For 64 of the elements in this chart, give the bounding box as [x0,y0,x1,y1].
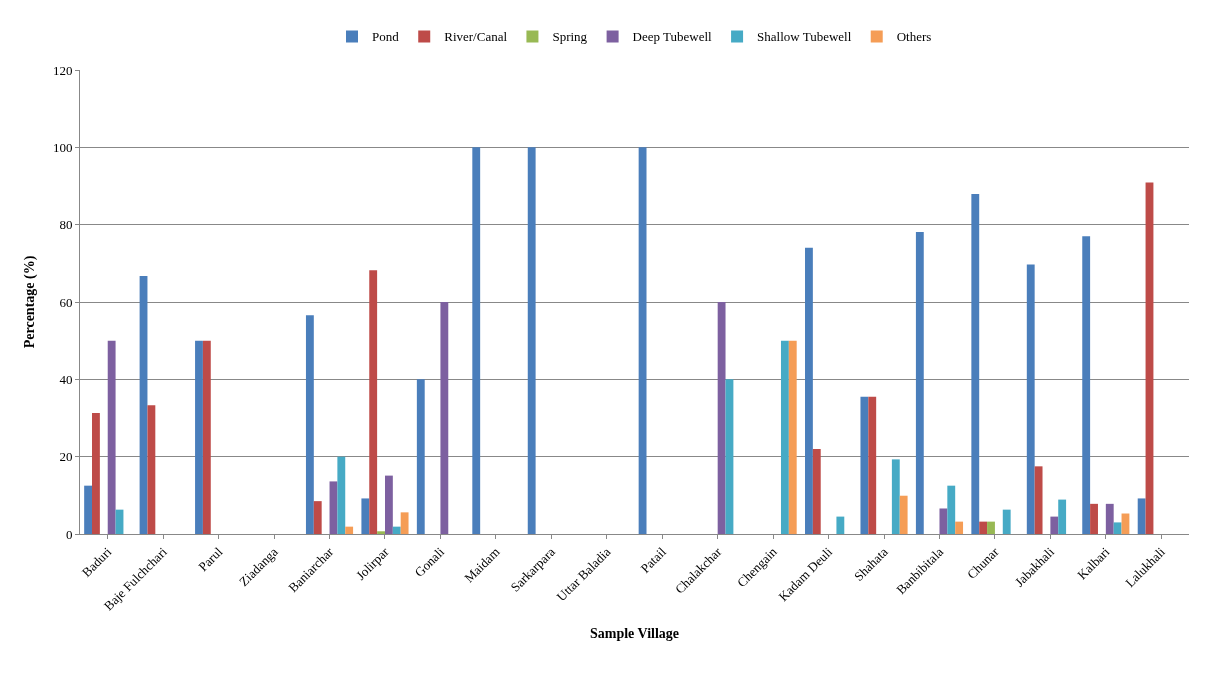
bar [384,475,393,534]
bar [377,531,385,534]
bar [947,485,956,534]
legend-label: River/Canal [444,29,508,45]
y-tick-label: 40 [59,371,73,387]
bar [1137,498,1146,534]
bar [836,516,845,534]
bar [392,526,401,534]
bar [195,340,203,534]
bar [891,459,900,534]
bar [305,315,314,534]
bar [1090,503,1098,534]
bar [1026,264,1035,534]
bar [1002,509,1011,534]
bar [107,340,116,534]
y-tick-label: 0 [65,526,73,542]
y-tick-label: 100 [52,139,73,155]
bar [1034,466,1043,534]
bar [472,147,481,534]
bar [939,508,948,534]
legend-label: Spring [552,29,588,45]
bar [527,147,536,534]
bar [329,481,338,534]
bar [1050,516,1059,534]
bar [979,521,988,534]
x-axis-title: Sample Village [589,625,680,641]
bar [147,405,156,534]
legend-label: Others [896,29,932,45]
bar [987,521,995,534]
bar [400,512,409,534]
bar [780,340,789,534]
bar [1105,503,1114,534]
bar [440,302,449,534]
bar [971,194,980,534]
y-tick-label: 80 [59,217,73,233]
legend-label: Pond [372,29,400,45]
bar [84,485,93,534]
bar [717,302,726,534]
bar [638,147,647,534]
bar [915,232,924,534]
bar [313,501,322,534]
legend-label: Shallow Tubewell [757,29,852,45]
bar [1082,236,1091,534]
bar [92,412,100,534]
y-tick-label: 20 [59,449,73,465]
y-tick-label: 60 [59,294,73,310]
bar [860,396,869,534]
bar [416,379,425,534]
bar [805,247,813,534]
bar [369,270,378,534]
bar [812,448,821,534]
y-tick-label: 120 [52,62,73,78]
bar [345,526,354,534]
y-axis-title: Percentage (%) [21,255,38,349]
bar [1113,522,1122,534]
bar [899,495,908,534]
bar [1058,499,1067,534]
bar [868,396,877,534]
bar [202,340,211,534]
bar [955,521,964,534]
bar [361,498,370,534]
legend-label: Deep Tubewell [632,29,713,45]
bar [337,456,346,534]
bar [788,340,797,534]
